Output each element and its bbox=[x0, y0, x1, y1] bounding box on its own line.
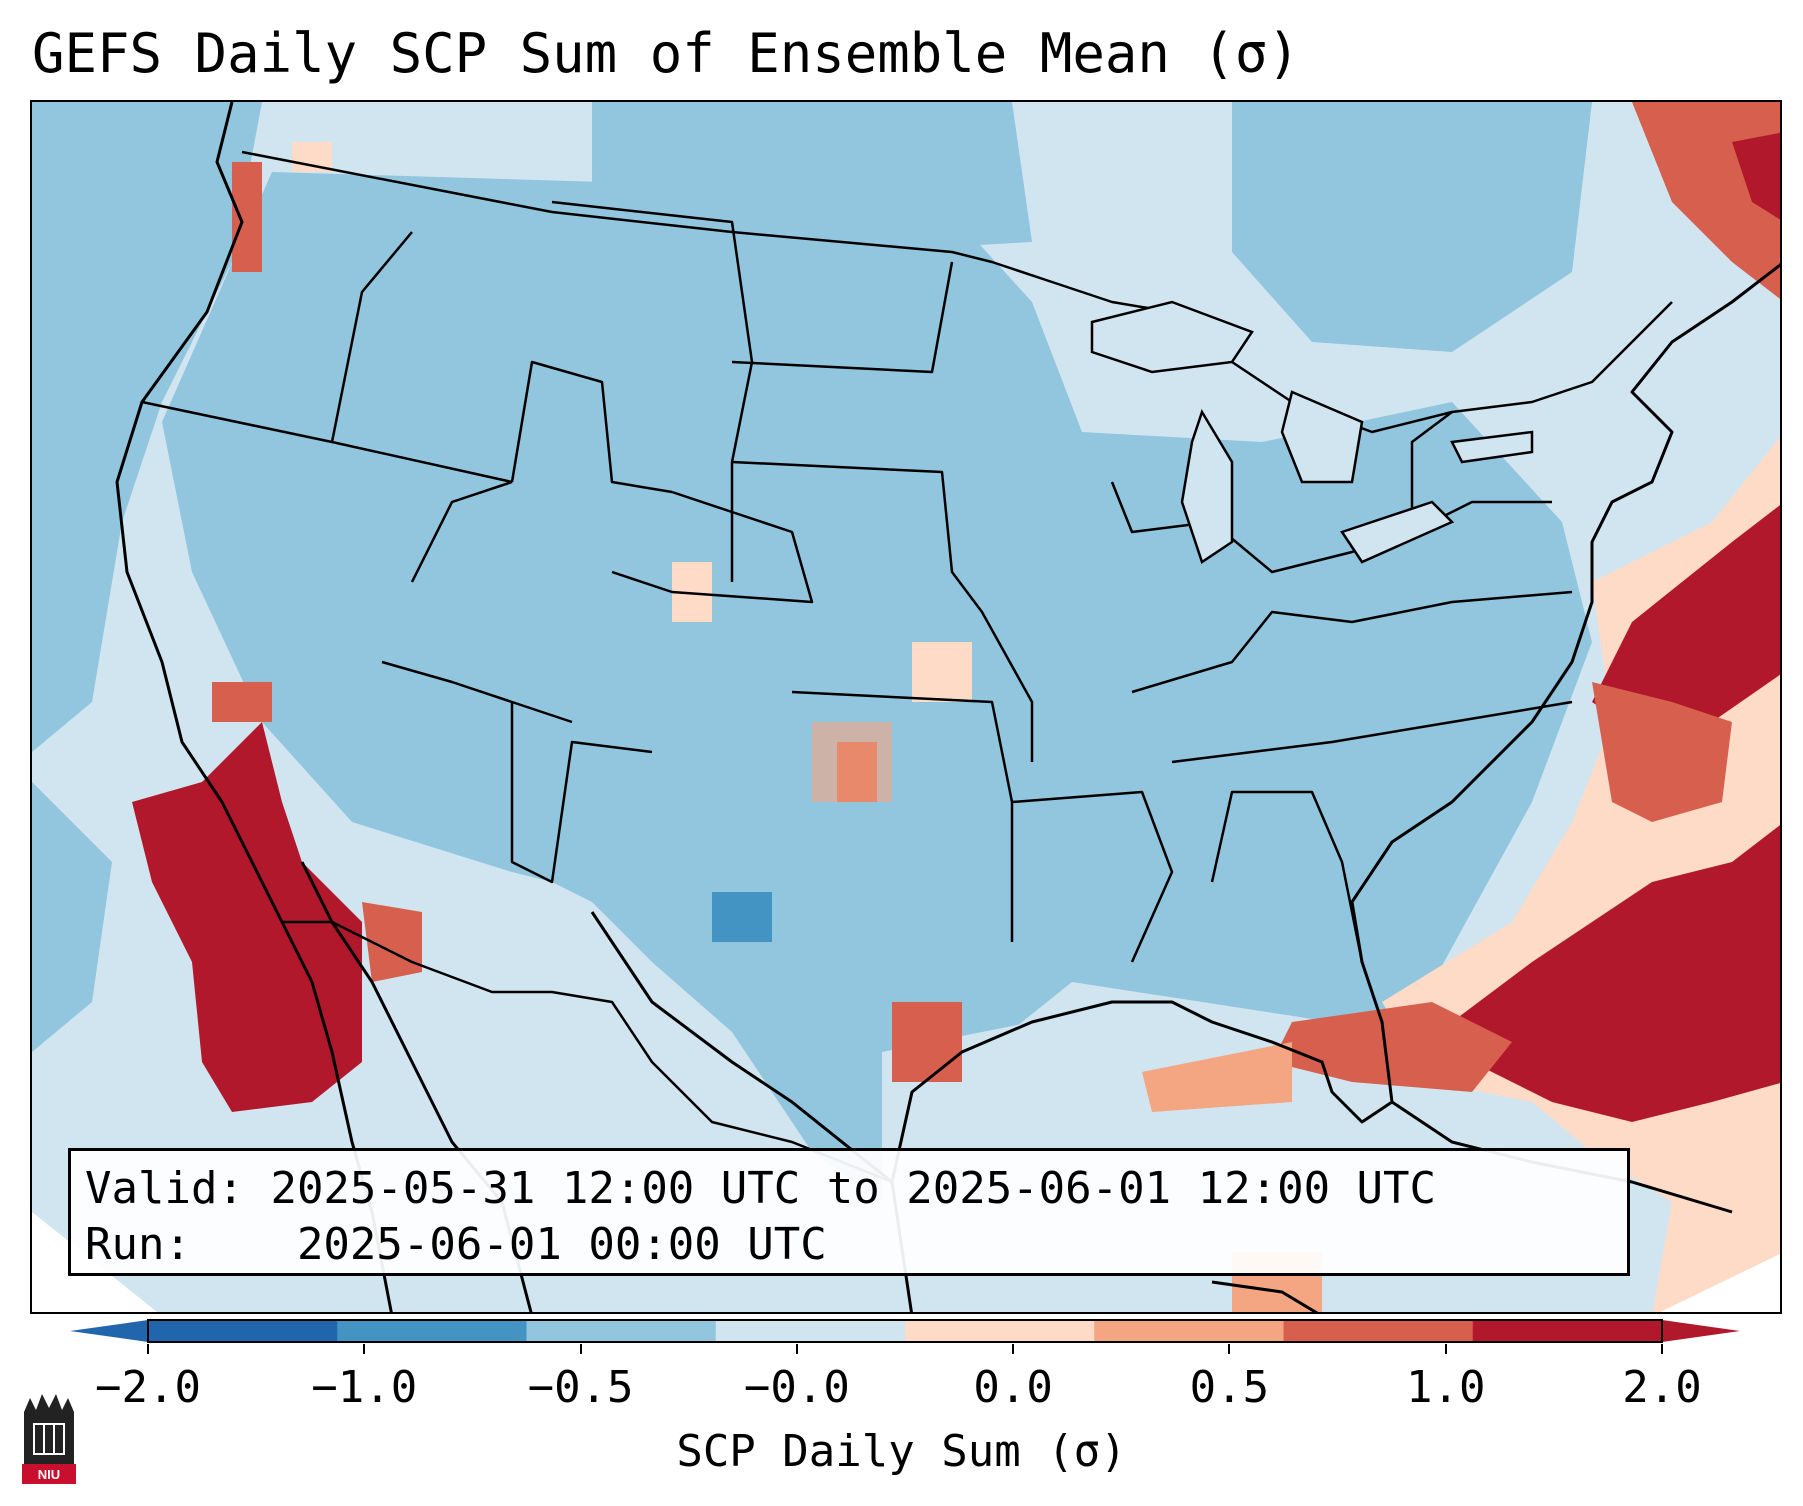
pacific-south-field bbox=[32, 782, 112, 1052]
texas-cold bbox=[712, 892, 772, 942]
pacific-field bbox=[32, 102, 262, 752]
colorbar-tick-label: −2.0 bbox=[95, 1362, 201, 1413]
kansas-light bbox=[912, 642, 972, 702]
colorbar-tick-label: 1.0 bbox=[1405, 1362, 1486, 1413]
colorbar-segment bbox=[337, 1320, 527, 1342]
arkansas-border bbox=[1011, 790, 1174, 963]
atlantic-red-mid bbox=[1592, 682, 1732, 822]
nv-ut-border bbox=[410, 480, 513, 583]
texas-coast-warm bbox=[892, 1002, 962, 1082]
colorado-border bbox=[611, 490, 814, 604]
great-lakes-border bbox=[1110, 481, 1552, 574]
oklahoma-light bbox=[812, 722, 892, 802]
validity-info-box: Valid: 2025-05-31 12:00 UTC to 2025-06-0… bbox=[68, 1148, 1630, 1276]
colorbar-label: SCP Daily Sum (σ) bbox=[676, 1426, 1127, 1477]
projection-corner-se bbox=[1660, 1253, 1780, 1312]
colorbar-tick-mark bbox=[1661, 1344, 1663, 1354]
lake-huron bbox=[1280, 390, 1364, 484]
atlantic-red-north bbox=[1592, 505, 1780, 742]
quebec-field bbox=[1232, 102, 1592, 352]
baja-red bbox=[132, 722, 362, 1112]
florida-warm bbox=[1272, 1002, 1512, 1092]
wyoming-border bbox=[510, 360, 673, 494]
colorbar-tick-label: 0.0 bbox=[973, 1362, 1053, 1413]
az-ut-border bbox=[381, 660, 573, 724]
valid-value: 2025-05-31 12:00 UTC to 2025-06-01 12:00… bbox=[270, 1163, 1437, 1214]
idaho-border bbox=[330, 231, 413, 443]
logo-text: NIU bbox=[38, 1467, 60, 1482]
colorbar-tick-mark bbox=[363, 1344, 366, 1354]
map-canvas bbox=[32, 102, 1780, 1312]
southeast-border bbox=[1210, 790, 1364, 963]
logo-banner bbox=[22, 1464, 76, 1484]
great-lakes bbox=[1090, 300, 1534, 564]
colorbar-tick-label: 2.0 bbox=[1622, 1362, 1702, 1413]
colorbar-segment bbox=[1283, 1320, 1474, 1342]
ohio-valley-border bbox=[1131, 590, 1573, 694]
gulf-warm-band bbox=[1142, 1042, 1292, 1112]
colorbar-segment bbox=[715, 1320, 906, 1342]
colorbar-segment bbox=[1094, 1320, 1284, 1342]
colorbar-tick-label: 0.5 bbox=[1189, 1362, 1270, 1413]
colorbar-tick-mark bbox=[579, 1344, 582, 1354]
colorbar-tick-mark bbox=[147, 1344, 149, 1354]
colorbar-tick-label: −0.5 bbox=[527, 1362, 634, 1413]
northeast-red bbox=[1732, 132, 1780, 220]
sonora-warm bbox=[362, 902, 422, 982]
plains-border bbox=[731, 460, 1034, 762]
canada-field bbox=[592, 102, 1032, 252]
colorbar-tick-label: −0.0 bbox=[743, 1362, 850, 1413]
nm-border bbox=[510, 702, 653, 884]
california-warm bbox=[212, 682, 272, 722]
west-coast bbox=[115, 102, 393, 1312]
east-coast bbox=[890, 263, 1780, 1183]
colorbar bbox=[70, 1319, 1740, 1343]
logo-tower-shape bbox=[24, 1394, 74, 1468]
colorbar-segment bbox=[526, 1320, 717, 1342]
colorbar-tick-label: −1.0 bbox=[311, 1362, 418, 1413]
colorbar-extend-low bbox=[70, 1320, 148, 1342]
colorbar-tick-mark bbox=[1012, 1344, 1015, 1354]
colorbar-tick-mark bbox=[795, 1344, 798, 1354]
logo-window bbox=[33, 1423, 65, 1455]
yucatan-coast bbox=[1211, 1280, 1319, 1312]
chart-title: GEFS Daily SCP Sum of Ensemble Mean (σ) bbox=[32, 22, 1300, 85]
dakota-border bbox=[731, 261, 954, 374]
mexico-border bbox=[282, 920, 893, 1184]
lake-ontario bbox=[1450, 430, 1534, 464]
ok-tx-border bbox=[791, 690, 1014, 942]
pa-ny-border bbox=[1410, 411, 1453, 532]
tn-nc-border bbox=[1171, 700, 1573, 764]
colorbar-segment bbox=[148, 1320, 338, 1342]
map-panel bbox=[30, 100, 1782, 1314]
lake-erie bbox=[1340, 500, 1455, 564]
colorbar-segment bbox=[905, 1320, 1095, 1342]
valid-label: Valid: bbox=[85, 1163, 244, 1214]
lake-michigan bbox=[1180, 409, 1234, 564]
run-row: Run: 2025-06-01 00:00 UTC bbox=[85, 1217, 1613, 1273]
run-value: 2025-06-01 00:00 UTC bbox=[296, 1219, 827, 1270]
pnw-warm bbox=[232, 162, 262, 272]
colorbar-tick-mark bbox=[1228, 1344, 1231, 1354]
colorbar-outline bbox=[147, 1319, 1663, 1343]
run-label: Run: bbox=[85, 1219, 191, 1270]
colorbar-segment bbox=[1472, 1320, 1663, 1342]
valid-row: Valid: 2025-05-31 12:00 UTC to 2025-06-0… bbox=[85, 1161, 1613, 1217]
colorbar-tick-mark bbox=[1444, 1344, 1447, 1354]
niu-logo-icon: NIU bbox=[22, 1394, 76, 1484]
colorbar-extend-high bbox=[1662, 1320, 1740, 1342]
lake-superior bbox=[1090, 300, 1254, 374]
